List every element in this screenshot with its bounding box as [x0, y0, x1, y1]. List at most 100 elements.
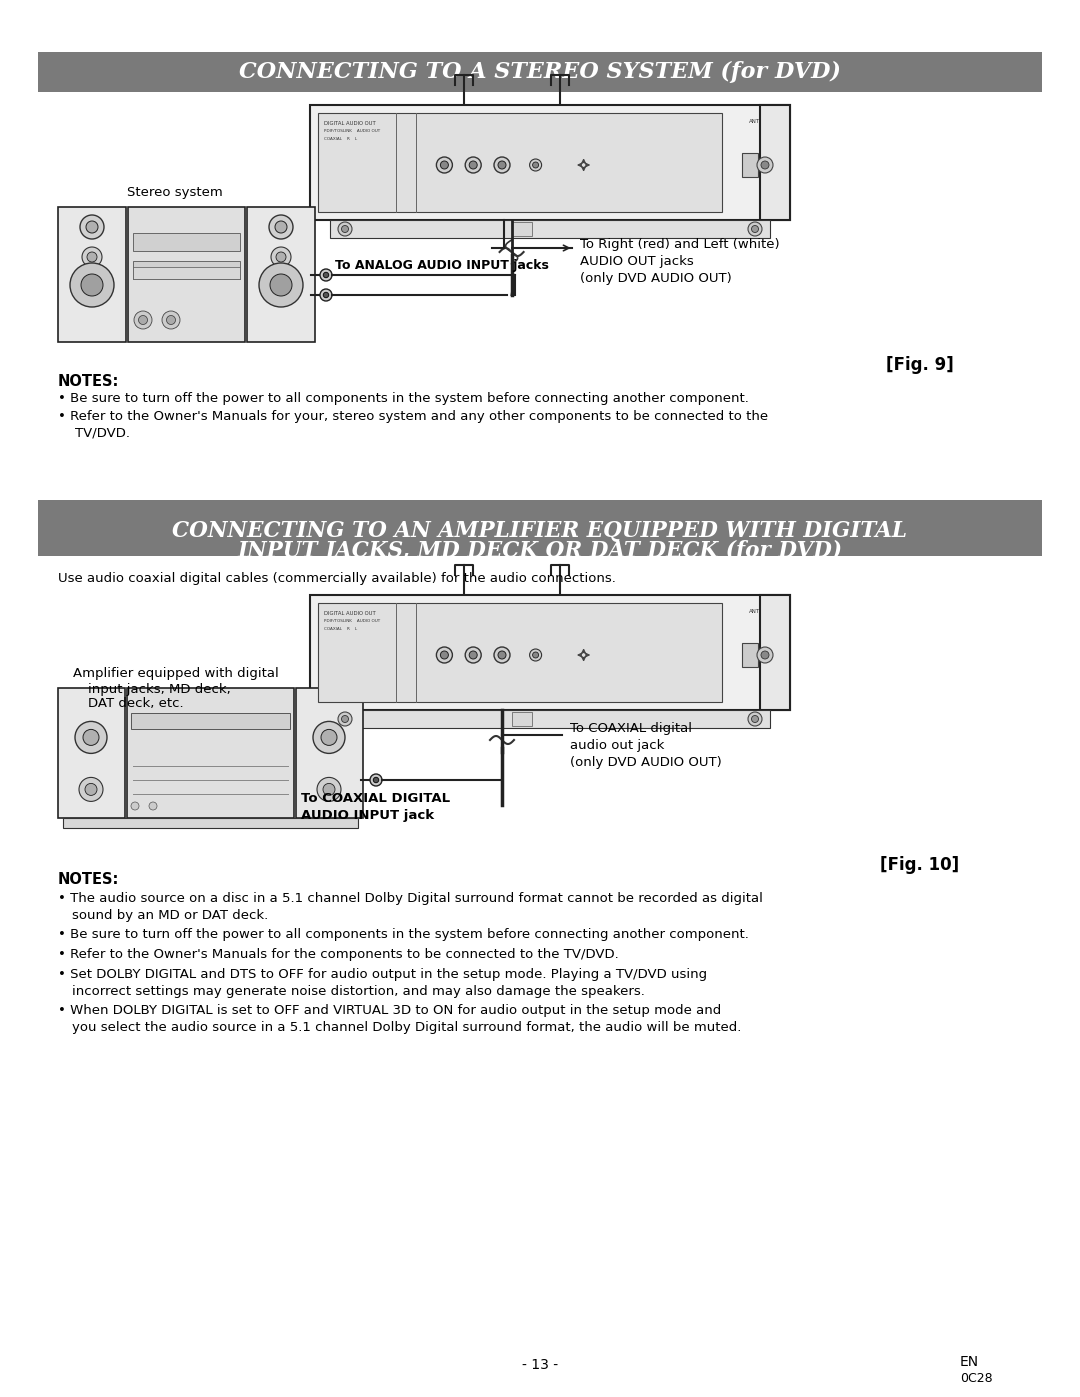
Text: ANT: ANT	[750, 119, 760, 124]
Bar	[129, 207, 245, 342]
Circle shape	[436, 156, 453, 173]
Bar	[512, 712, 531, 726]
Circle shape	[320, 289, 332, 300]
Text: To COAXIAL DIGITAL
AUDIO INPUT jack: To COAXIAL DIGITAL AUDIO INPUT jack	[301, 792, 450, 821]
Bar	[58, 207, 126, 342]
Circle shape	[134, 312, 152, 330]
Circle shape	[532, 162, 539, 168]
Bar	[742, 643, 758, 666]
Bar	[310, 105, 789, 219]
Bar	[131, 712, 291, 728]
Circle shape	[441, 161, 448, 169]
Circle shape	[374, 777, 379, 782]
Bar	[512, 222, 531, 236]
Text: INPUT JACKS, MD DECK OR DAT DECK (for DVD): INPUT JACKS, MD DECK OR DAT DECK (for DV…	[238, 541, 842, 562]
Circle shape	[748, 712, 762, 726]
Text: COAXIAL    R    L: COAXIAL R L	[324, 137, 357, 141]
Bar	[296, 687, 363, 819]
Circle shape	[83, 729, 99, 746]
Circle shape	[323, 784, 335, 795]
Circle shape	[269, 215, 293, 239]
Circle shape	[166, 316, 175, 324]
Text: Amplifier equipped with digital: Amplifier equipped with digital	[73, 666, 279, 680]
Circle shape	[80, 215, 104, 239]
Circle shape	[259, 263, 303, 307]
Circle shape	[318, 777, 341, 802]
Text: To Right (red) and Left (white)
AUDIO OUT jacks
(only DVD AUDIO OUT): To Right (red) and Left (white) AUDIO OU…	[580, 237, 780, 285]
Circle shape	[494, 647, 510, 664]
Bar	[133, 233, 240, 251]
Bar	[742, 154, 758, 177]
Circle shape	[82, 247, 102, 267]
Circle shape	[70, 263, 114, 307]
Circle shape	[313, 721, 345, 753]
Circle shape	[532, 652, 539, 658]
Circle shape	[323, 292, 328, 298]
Bar	[310, 595, 789, 710]
Circle shape	[138, 316, 148, 324]
Circle shape	[86, 221, 98, 233]
Circle shape	[498, 161, 507, 169]
Circle shape	[469, 651, 477, 659]
Text: [Fig. 10]: [Fig. 10]	[880, 856, 959, 875]
Text: EN: EN	[960, 1355, 980, 1369]
Text: • The audio source on a disc in a 5.1 channel Dolby Digital surround format cann: • The audio source on a disc in a 5.1 ch…	[58, 893, 762, 905]
Circle shape	[465, 156, 482, 173]
Circle shape	[757, 647, 773, 664]
Text: TV/DVD.: TV/DVD.	[75, 426, 130, 439]
Circle shape	[748, 222, 762, 236]
Text: PDIF/TOSLINK    AUDIO OUT: PDIF/TOSLINK AUDIO OUT	[324, 129, 380, 133]
Text: incorrect settings may generate noise distortion, and may also damage the speake: incorrect settings may generate noise di…	[72, 985, 645, 997]
Circle shape	[87, 251, 97, 263]
Text: • Be sure to turn off the power to all components in the system before connectin: • Be sure to turn off the power to all c…	[58, 393, 748, 405]
Bar	[127, 687, 294, 819]
Circle shape	[270, 274, 292, 296]
Circle shape	[465, 647, 482, 664]
Bar	[133, 261, 240, 279]
Text: CONNECTING TO AN AMPLIFIER EQUIPPED WITH DIGITAL: CONNECTING TO AN AMPLIFIER EQUIPPED WITH…	[173, 520, 907, 542]
Bar	[247, 207, 315, 342]
Circle shape	[338, 712, 352, 726]
Text: Stereo system: Stereo system	[127, 186, 222, 198]
Text: - 13 -: - 13 -	[522, 1358, 558, 1372]
Text: • When DOLBY DIGITAL is set to OFF and VIRTUAL 3D to ON for audio output in the : • When DOLBY DIGITAL is set to OFF and V…	[58, 1004, 721, 1017]
Text: CONNECTING TO A STEREO SYSTEM (for DVD): CONNECTING TO A STEREO SYSTEM (for DVD)	[239, 61, 841, 82]
Text: DAT deck, etc.: DAT deck, etc.	[87, 697, 184, 710]
Text: sound by an MD or DAT deck.: sound by an MD or DAT deck.	[72, 909, 268, 922]
Circle shape	[75, 721, 107, 753]
Circle shape	[149, 802, 157, 810]
Circle shape	[441, 651, 448, 659]
Circle shape	[494, 156, 510, 173]
Bar	[318, 604, 723, 703]
Circle shape	[338, 222, 352, 236]
Circle shape	[469, 161, 477, 169]
Bar	[318, 113, 723, 212]
Text: you select the audio source in a 5.1 channel Dolby Digital surround format, the : you select the audio source in a 5.1 cha…	[72, 1021, 741, 1034]
Text: ANT: ANT	[750, 609, 760, 615]
Bar	[760, 105, 789, 219]
Circle shape	[79, 777, 103, 802]
Text: • Refer to the Owner's Manuals for the components to be connected to the TV/DVD.: • Refer to the Owner's Manuals for the c…	[58, 949, 619, 961]
Text: To COAXIAL digital
audio out jack
(only DVD AUDIO OUT): To COAXIAL digital audio out jack (only …	[570, 722, 721, 768]
Circle shape	[320, 270, 332, 281]
Bar	[38, 500, 1042, 556]
Text: input jacks, MD deck,: input jacks, MD deck,	[87, 683, 231, 696]
Circle shape	[276, 251, 286, 263]
Circle shape	[757, 156, 773, 173]
Circle shape	[341, 225, 349, 232]
Bar	[330, 710, 770, 728]
Circle shape	[341, 715, 349, 722]
Text: DIGITAL AUDIO OUT: DIGITAL AUDIO OUT	[324, 122, 376, 126]
Circle shape	[752, 225, 758, 232]
Text: PDIF/TOSLINK    AUDIO OUT: PDIF/TOSLINK AUDIO OUT	[324, 619, 380, 623]
Circle shape	[275, 221, 287, 233]
Text: • Set DOLBY DIGITAL and DTS to OFF for audio output in the setup mode. Playing a: • Set DOLBY DIGITAL and DTS to OFF for a…	[58, 968, 707, 981]
Circle shape	[529, 159, 541, 170]
Text: NOTES:: NOTES:	[58, 872, 120, 887]
Text: 0C28: 0C28	[960, 1372, 993, 1384]
Text: • Refer to the Owner's Manuals for your, stereo system and any other components : • Refer to the Owner's Manuals for your,…	[58, 409, 768, 423]
Circle shape	[529, 650, 541, 661]
Circle shape	[321, 729, 337, 746]
Bar	[330, 219, 770, 237]
Circle shape	[271, 247, 291, 267]
